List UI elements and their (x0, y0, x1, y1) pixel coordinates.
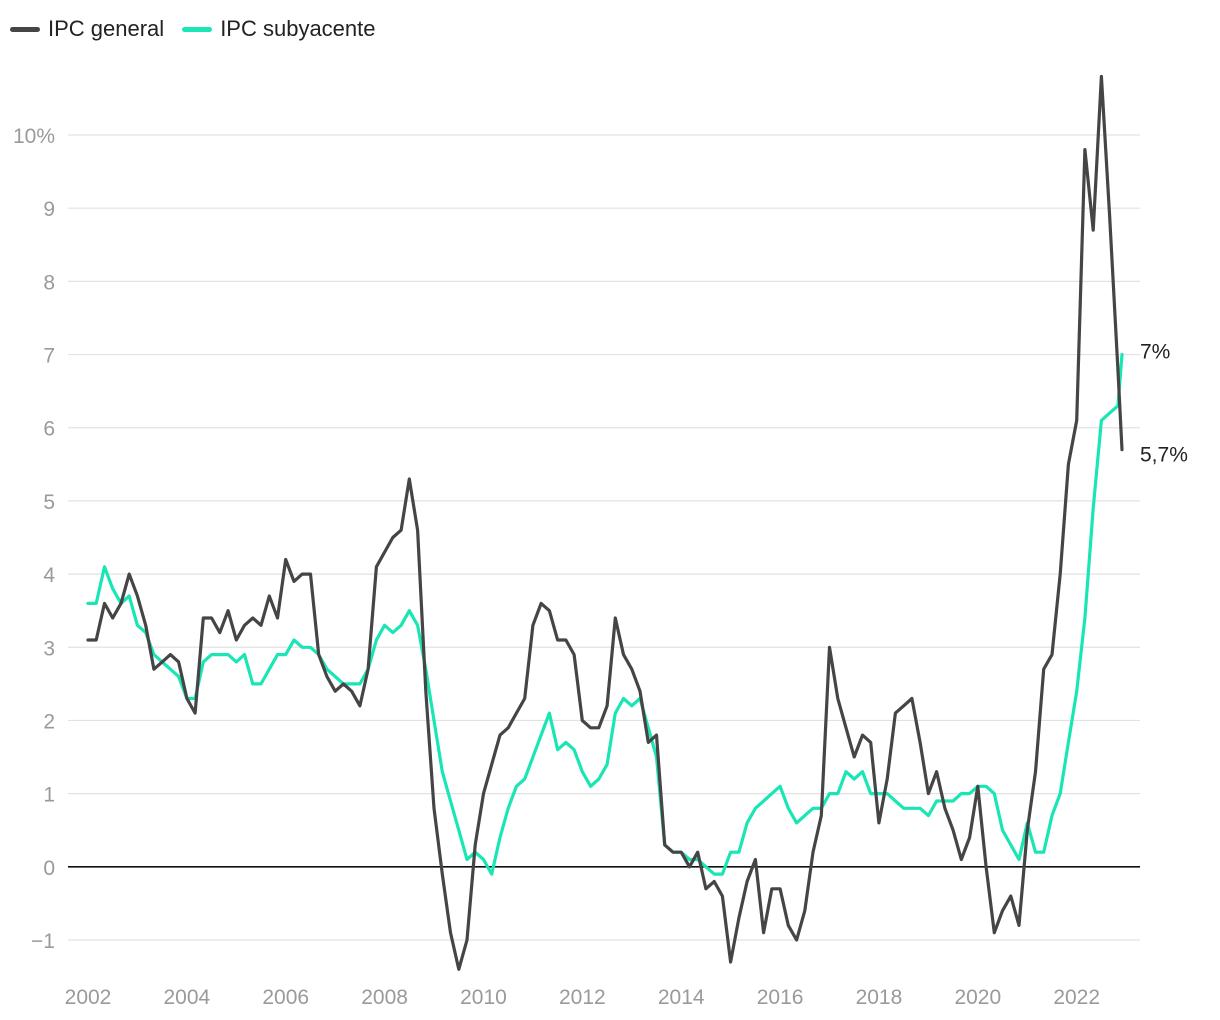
legend-swatch-ipc-subyacente (182, 26, 213, 32)
x-tick-label: 2012 (559, 986, 606, 1009)
x-tick-label: 2022 (1053, 986, 1100, 1009)
y-axis-tick-labels: 10% 9 8 7 6 5 4 3 2 1 0 −1 (13, 125, 55, 953)
end-label-ipc-general: 5,7% (1140, 444, 1188, 467)
end-label-ipc-subyacente: 7% (1140, 341, 1170, 364)
series-line-ipc-subyacente (86, 352, 1124, 876)
x-tick-label: 2002 (65, 986, 112, 1009)
x-tick-label: 2006 (262, 986, 309, 1009)
y-tick-label: 6 (43, 418, 55, 441)
legend-swatch-ipc-general (10, 26, 40, 32)
x-axis-tick-labels: 2002 2004 2006 2008 2010 2012 2014 2016 2018 2020… (65, 986, 1100, 1009)
x-tick-label: 2020 (954, 986, 1001, 1009)
legend-label-ipc-subyacente: IPC subyacente (220, 16, 376, 41)
y-tick-label: 10% (13, 125, 55, 148)
x-tick-label: 2008 (361, 986, 408, 1009)
series-lines (86, 74, 1124, 971)
x-tick-label: 2014 (658, 986, 705, 1009)
legend-item-ipc-subyacente: IPC subyacente (182, 16, 376, 42)
chart-legend: IPC general IPC subyacente (10, 16, 376, 42)
series-line-ipc-general (86, 74, 1124, 971)
y-tick-label: 9 (43, 198, 55, 221)
y-tick-label: 1 (43, 784, 55, 807)
legend-label-ipc-general: IPC general (48, 16, 165, 41)
x-tick-label: 2018 (856, 986, 903, 1009)
end-labels: 7% 5,7% (1140, 341, 1188, 467)
legend-item-ipc-general: IPC general (10, 16, 164, 42)
y-tick-label: 2 (43, 710, 55, 733)
y-tick-label: 7 (43, 345, 55, 368)
y-tick-label: 0 (43, 857, 55, 880)
y-tick-label: 5 (43, 491, 55, 514)
x-tick-label: 2016 (757, 986, 804, 1009)
y-tick-label: 8 (43, 271, 55, 294)
y-tick-label: −1 (31, 930, 55, 953)
x-tick-label: 2004 (164, 986, 211, 1009)
x-tick-label: 2010 (460, 986, 507, 1009)
y-tick-label: 4 (43, 564, 55, 587)
grid-lines (68, 134, 1140, 941)
y-tick-label: 3 (43, 637, 55, 660)
